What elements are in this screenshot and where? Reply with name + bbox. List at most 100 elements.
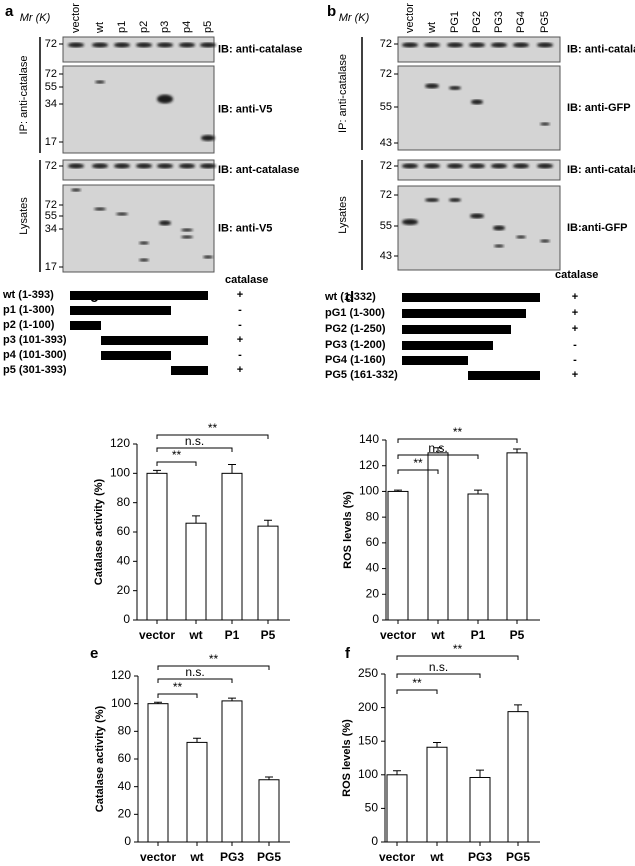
significance-label: ** [209,652,219,666]
band [203,255,213,259]
lane-label: p3 [159,21,171,33]
mw-marker: 55 [380,101,392,113]
significance-bracket [396,655,519,660]
construct-result: - [573,339,577,351]
construct-name: p1 (1-300) [3,304,55,316]
mw-marker: 55 [45,210,57,222]
blot [397,185,561,271]
construct-result: + [237,334,243,346]
blot [62,159,215,181]
band [516,235,526,239]
construct-bar [70,306,171,315]
construct-result: - [238,319,242,331]
ib-label: IB: anti-catalase [567,43,635,55]
band [71,188,81,192]
x-tick-label: P1 [225,628,240,642]
ib-label: IB: anti-catalase [218,43,302,55]
construct-bar [402,341,493,350]
construct-bar [101,351,171,360]
error-bar [474,489,482,494]
significance-bracket [396,673,481,678]
band [159,220,171,226]
x-tick-label: vector [140,850,176,864]
mw-marker: 43 [380,137,392,149]
error-bar [153,469,161,474]
mw-marker: 34 [45,223,57,235]
lane-label: vector [70,3,82,33]
error-bar [228,464,236,474]
mw-marker: 72 [45,199,57,211]
band [200,42,216,48]
construct-bar [70,291,208,300]
error-bar [393,770,401,775]
x-tick-label: PG5 [257,850,281,864]
significance-label: n.s. [185,665,204,679]
construct-header: catalase [225,274,268,286]
band [181,235,193,239]
band [136,163,152,169]
construct-bar [402,309,526,318]
mw-marker: 72 [380,189,392,201]
side-label: Lysates [337,196,349,234]
panel-letter: f [345,645,351,662]
mw-marker: 72 [45,38,57,50]
x-tick-label: PG5 [506,850,530,864]
significance-label: ** [413,456,423,470]
side-label: IP: anti-catalase [337,54,349,133]
y-tick-label: 40 [117,554,131,568]
error-bar [264,519,272,527]
band [179,42,195,48]
construct-result: - [238,304,242,316]
band [513,163,529,169]
band [537,163,553,169]
significance-label: n.s. [429,660,448,674]
lane-label: p5 [202,21,214,33]
band [68,42,84,48]
band [424,163,440,169]
construct-bar [70,321,101,330]
mw-marker: 34 [45,98,57,110]
band [470,213,484,219]
band [425,83,439,89]
y-tick-label: 60 [117,524,131,538]
y-tick-label: 50 [365,801,379,815]
panel-letter: e [90,645,98,662]
x-tick-label: PG3 [468,850,492,864]
bar [221,700,243,843]
band [469,42,485,48]
lane-label: PG2 [471,11,483,33]
significance-bracket [157,693,198,698]
side-label: IP: anti-catalase [18,56,30,135]
band [157,163,173,169]
band [92,163,108,169]
error-bar [154,701,162,704]
band [201,135,215,141]
bar [469,776,491,843]
mw-marker: 72 [380,38,392,50]
significance-bracket [156,434,269,439]
y-tick-label: 140 [359,432,379,446]
construct-result: - [238,349,242,361]
bar [221,472,243,621]
panel-letter: a [5,3,14,20]
y-tick-label: 0 [372,612,379,626]
band [449,86,461,90]
mw-marker: 17 [45,136,57,148]
bar [257,525,279,621]
band [402,42,418,48]
construct-bar [101,336,208,345]
significance-label: ** [453,642,463,656]
y-tick-label: 80 [117,495,131,509]
construct-bar [402,356,468,365]
construct-name: p5 (301-393) [3,364,67,376]
band [139,241,149,245]
y-tick-label: 100 [358,767,378,781]
construct-name: PG4 (1-160) [325,354,386,366]
band [92,42,108,48]
error-bar [476,769,484,778]
band [402,219,418,225]
band [94,207,106,211]
ib-label: IB: ant-catalase [218,164,299,176]
